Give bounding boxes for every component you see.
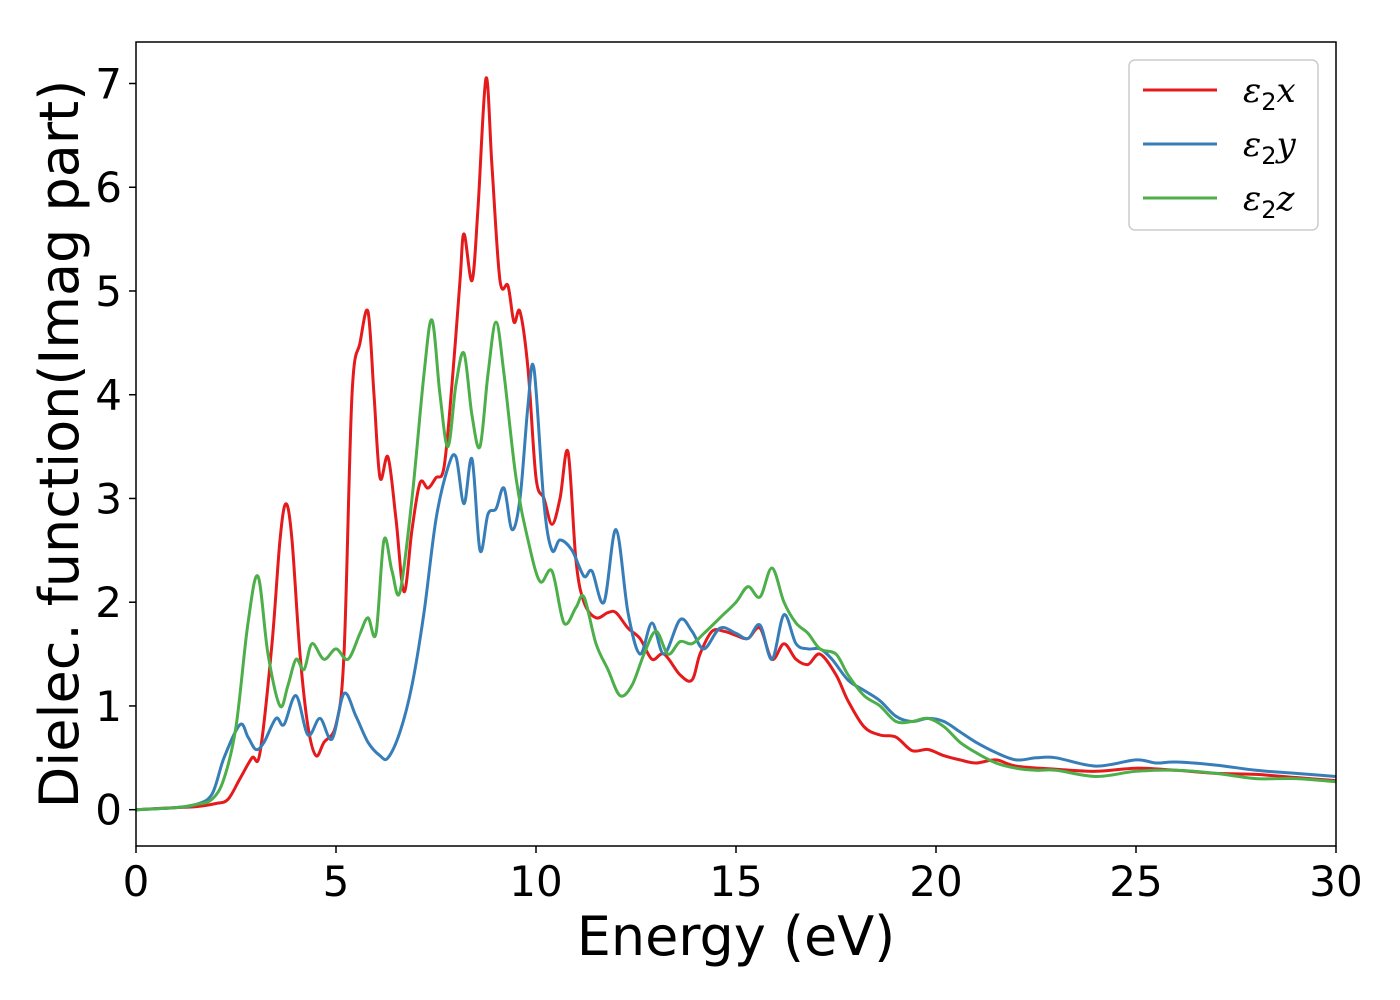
y-tick-label: 2 (95, 578, 122, 627)
x-tick-label: 10 (509, 857, 562, 906)
legend: ε2x ε2y ε2z (1128, 59, 1319, 231)
y-tick-label: 7 (95, 59, 122, 108)
y-axis-label: Dielec. function(Imag part) (28, 80, 91, 809)
series-line-1 (135, 76, 1337, 812)
y-tick-label: 6 (95, 163, 122, 212)
legend-label: ε2x (1243, 71, 1296, 116)
x-tick-label: 15 (709, 857, 762, 906)
x-axis-label: Energy (eV) (577, 905, 896, 968)
series-layer (135, 76, 1337, 812)
x-axis: 0 5 10 15 20 25 30 (123, 846, 1363, 906)
legend-label: ε2y (1243, 125, 1297, 170)
legend-label: ε2z (1243, 179, 1296, 224)
y-tick-label: 0 (95, 786, 122, 835)
x-tick-label: 30 (1309, 857, 1362, 906)
y-tick-label: 4 (95, 371, 122, 420)
legend-box (1128, 59, 1319, 231)
series-line-2 (135, 362, 1337, 812)
y-tick-label: 3 (95, 474, 122, 523)
y-tick-label: 1 (95, 682, 122, 731)
x-tick-label: 0 (123, 857, 150, 906)
series-line-3 (135, 318, 1337, 812)
x-tick-label: 5 (323, 857, 350, 906)
x-tick-label: 25 (1109, 857, 1162, 906)
y-tick-label: 5 (95, 267, 122, 316)
y-axis: 0 1 2 3 4 5 6 7 (95, 59, 136, 835)
x-tick-label: 20 (909, 857, 962, 906)
